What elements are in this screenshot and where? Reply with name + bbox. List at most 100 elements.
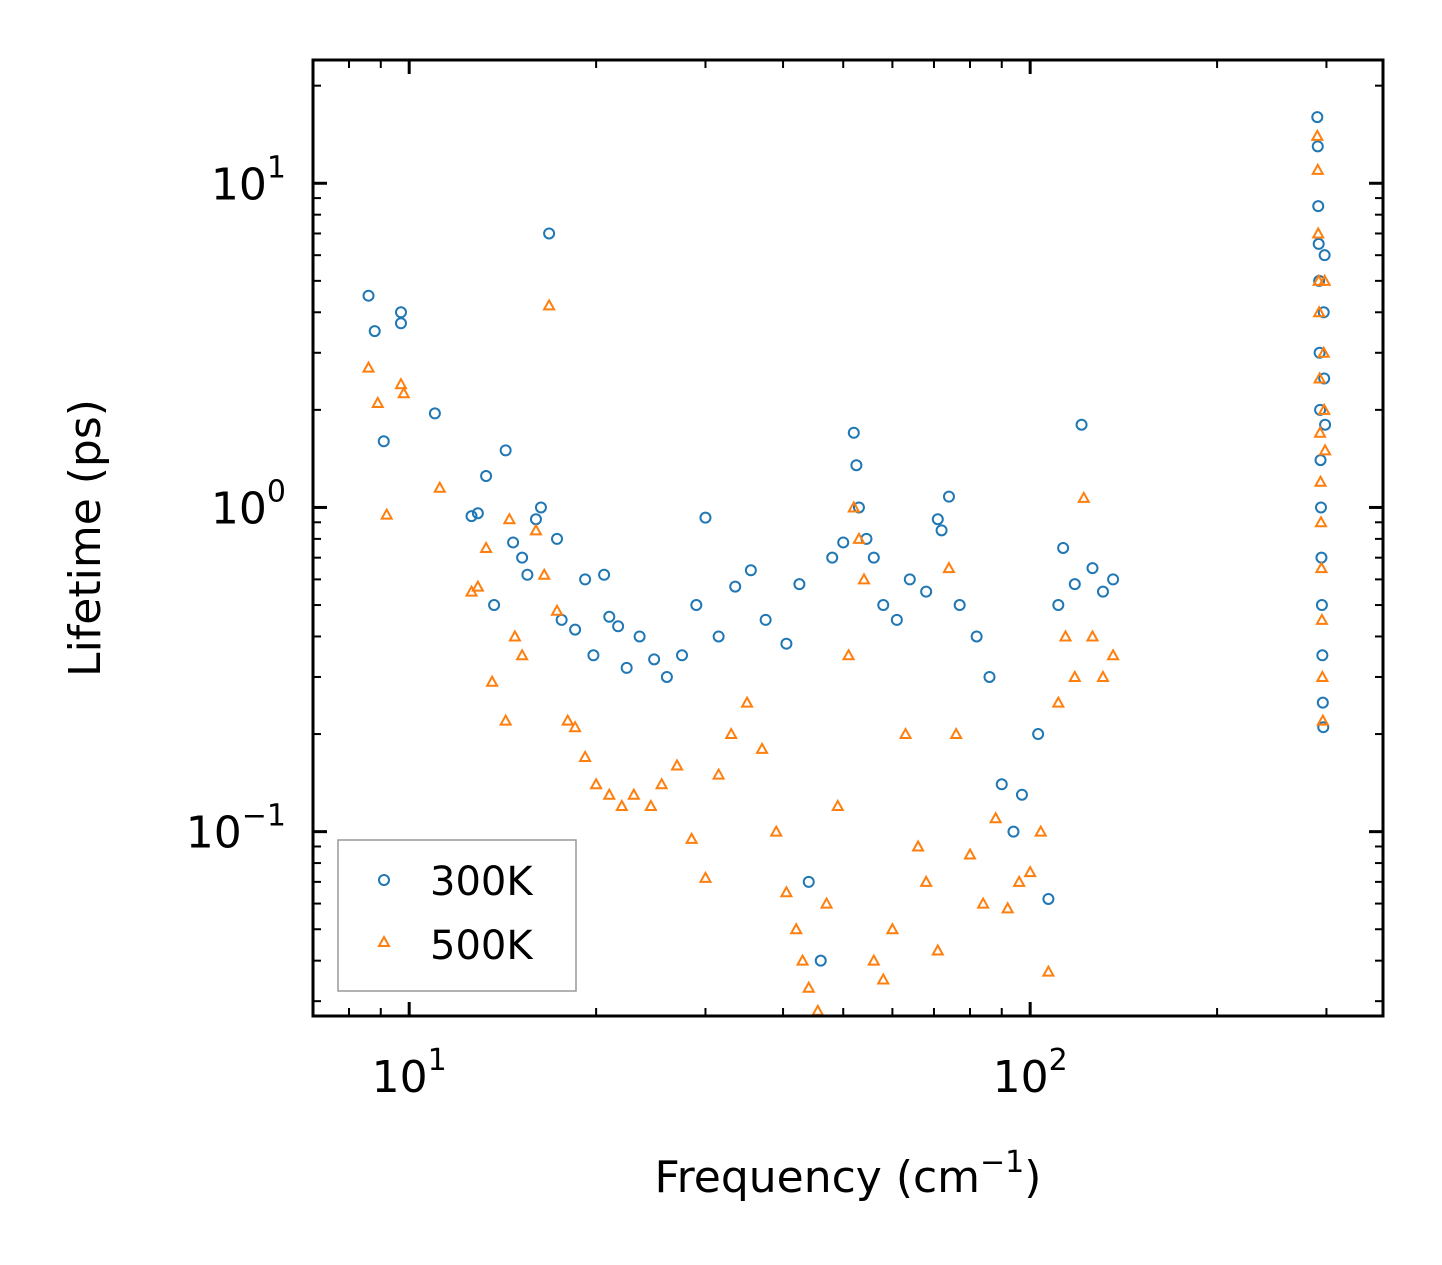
data-point-500k	[779, 885, 794, 898]
legend-frame	[337, 839, 577, 992]
data-point-300k	[759, 613, 772, 626]
data-point-300k	[603, 610, 616, 623]
data-point-300k	[867, 551, 880, 564]
x-tick-label: 101	[372, 1043, 447, 1103]
data-point-300k	[1319, 418, 1332, 431]
data-point-300k	[850, 459, 863, 472]
data-point-300k	[1316, 696, 1329, 709]
data-point-500k	[831, 798, 845, 811]
data-point-500k	[1316, 713, 1330, 726]
data-point-300k	[942, 490, 955, 503]
data-point-300k	[837, 536, 850, 549]
data-point-500k	[1318, 443, 1332, 456]
data-point-500k	[811, 1003, 825, 1016]
data-point-300k	[1032, 728, 1045, 741]
data-point-300k	[569, 623, 582, 636]
legend: 300K 500K	[337, 839, 577, 992]
data-point-300k	[1075, 418, 1088, 431]
data-point-500k	[724, 726, 738, 740]
data-point-300k	[970, 630, 983, 643]
data-point-300k	[507, 536, 520, 549]
data-point-500k	[361, 360, 376, 373]
data-point-300k	[814, 954, 827, 967]
legend-marker-500k	[377, 934, 391, 947]
data-point-500k	[841, 648, 856, 661]
data-point-500k	[769, 824, 783, 837]
data-point-500k	[1313, 474, 1328, 487]
data-point-500k	[795, 953, 810, 966]
data-point-500k	[561, 713, 575, 726]
data-point-300k	[1015, 788, 1028, 801]
data-point-300k	[983, 670, 996, 683]
legend-label-300k: 300K	[430, 859, 534, 905]
data-point-300k	[1107, 573, 1120, 586]
data-point-500k	[1317, 402, 1331, 415]
data-point-500k	[740, 695, 754, 708]
major-ticks	[313, 60, 1383, 1016]
data-point-300k	[488, 599, 501, 612]
series-300k-points	[362, 111, 1332, 967]
data-point-300k	[480, 470, 493, 483]
data-point-500k	[1077, 490, 1091, 503]
data-point-300k	[633, 630, 646, 643]
data-point-500k	[589, 777, 603, 790]
data-point-300k	[551, 532, 564, 545]
data-point-300k	[1007, 825, 1020, 838]
data-point-300k	[521, 568, 534, 581]
legend-label-500k: 500K	[430, 923, 534, 969]
series-500k-points	[361, 128, 1332, 1016]
data-point-300k	[699, 511, 712, 524]
x-tick-label: 102	[993, 1043, 1068, 1103]
data-point-500k	[670, 758, 684, 771]
data-point-300k	[1317, 721, 1330, 734]
y-tick-label: 10−1	[186, 799, 286, 859]
data-point-500k	[508, 629, 522, 642]
data-point-500k	[885, 922, 900, 935]
data-point-300k	[648, 653, 661, 666]
data-point-500k	[898, 726, 913, 740]
data-point-500k	[1315, 612, 1329, 625]
data-point-300k	[903, 573, 916, 586]
x-tick-labels: 101 102	[372, 1043, 1068, 1103]
data-point-500k	[479, 540, 493, 553]
data-point-300k	[471, 507, 484, 520]
data-point-500k	[1096, 669, 1110, 682]
data-point-300k	[428, 407, 441, 420]
data-point-300k	[555, 613, 568, 626]
data-point-500k	[988, 811, 1003, 824]
data-point-300k	[579, 573, 592, 586]
data-point-500k	[1041, 964, 1056, 977]
y-axis-label: Lifetime (ps)	[60, 399, 111, 677]
data-point-500k	[711, 767, 726, 780]
y-tick-label: 101	[211, 150, 286, 210]
data-point-300k	[368, 325, 381, 338]
data-point-300k	[1096, 585, 1109, 598]
data-point-300k	[1312, 237, 1325, 250]
x-axis-label: Frequency (cm−1)	[655, 1145, 1042, 1203]
data-point-300k	[676, 649, 689, 662]
data-point-300k	[1314, 501, 1327, 514]
data-point-500k	[976, 896, 990, 909]
data-point-300k	[598, 568, 611, 581]
data-point-300k	[612, 620, 625, 633]
data-point-300k	[620, 661, 633, 674]
data-point-500k	[568, 720, 582, 733]
legend-marker-300k	[378, 874, 390, 886]
data-point-500k	[627, 787, 641, 800]
data-point-500k	[1000, 901, 1015, 914]
data-point-500k	[852, 531, 866, 544]
y-tick-label: 100	[211, 474, 286, 534]
data-point-300k	[1311, 140, 1324, 153]
data-point-300k	[516, 551, 529, 564]
data-point-500k	[1051, 695, 1066, 708]
plot-frame	[311, 58, 1385, 1018]
data-point-500k	[1314, 561, 1329, 574]
data-point-500k	[550, 603, 564, 616]
data-point-500k	[537, 567, 551, 580]
data-point-500k	[371, 395, 385, 408]
data-point-300k	[499, 444, 512, 457]
data-point-500k	[857, 572, 871, 585]
data-point-300k	[953, 599, 966, 612]
data-point-500k	[394, 377, 408, 390]
